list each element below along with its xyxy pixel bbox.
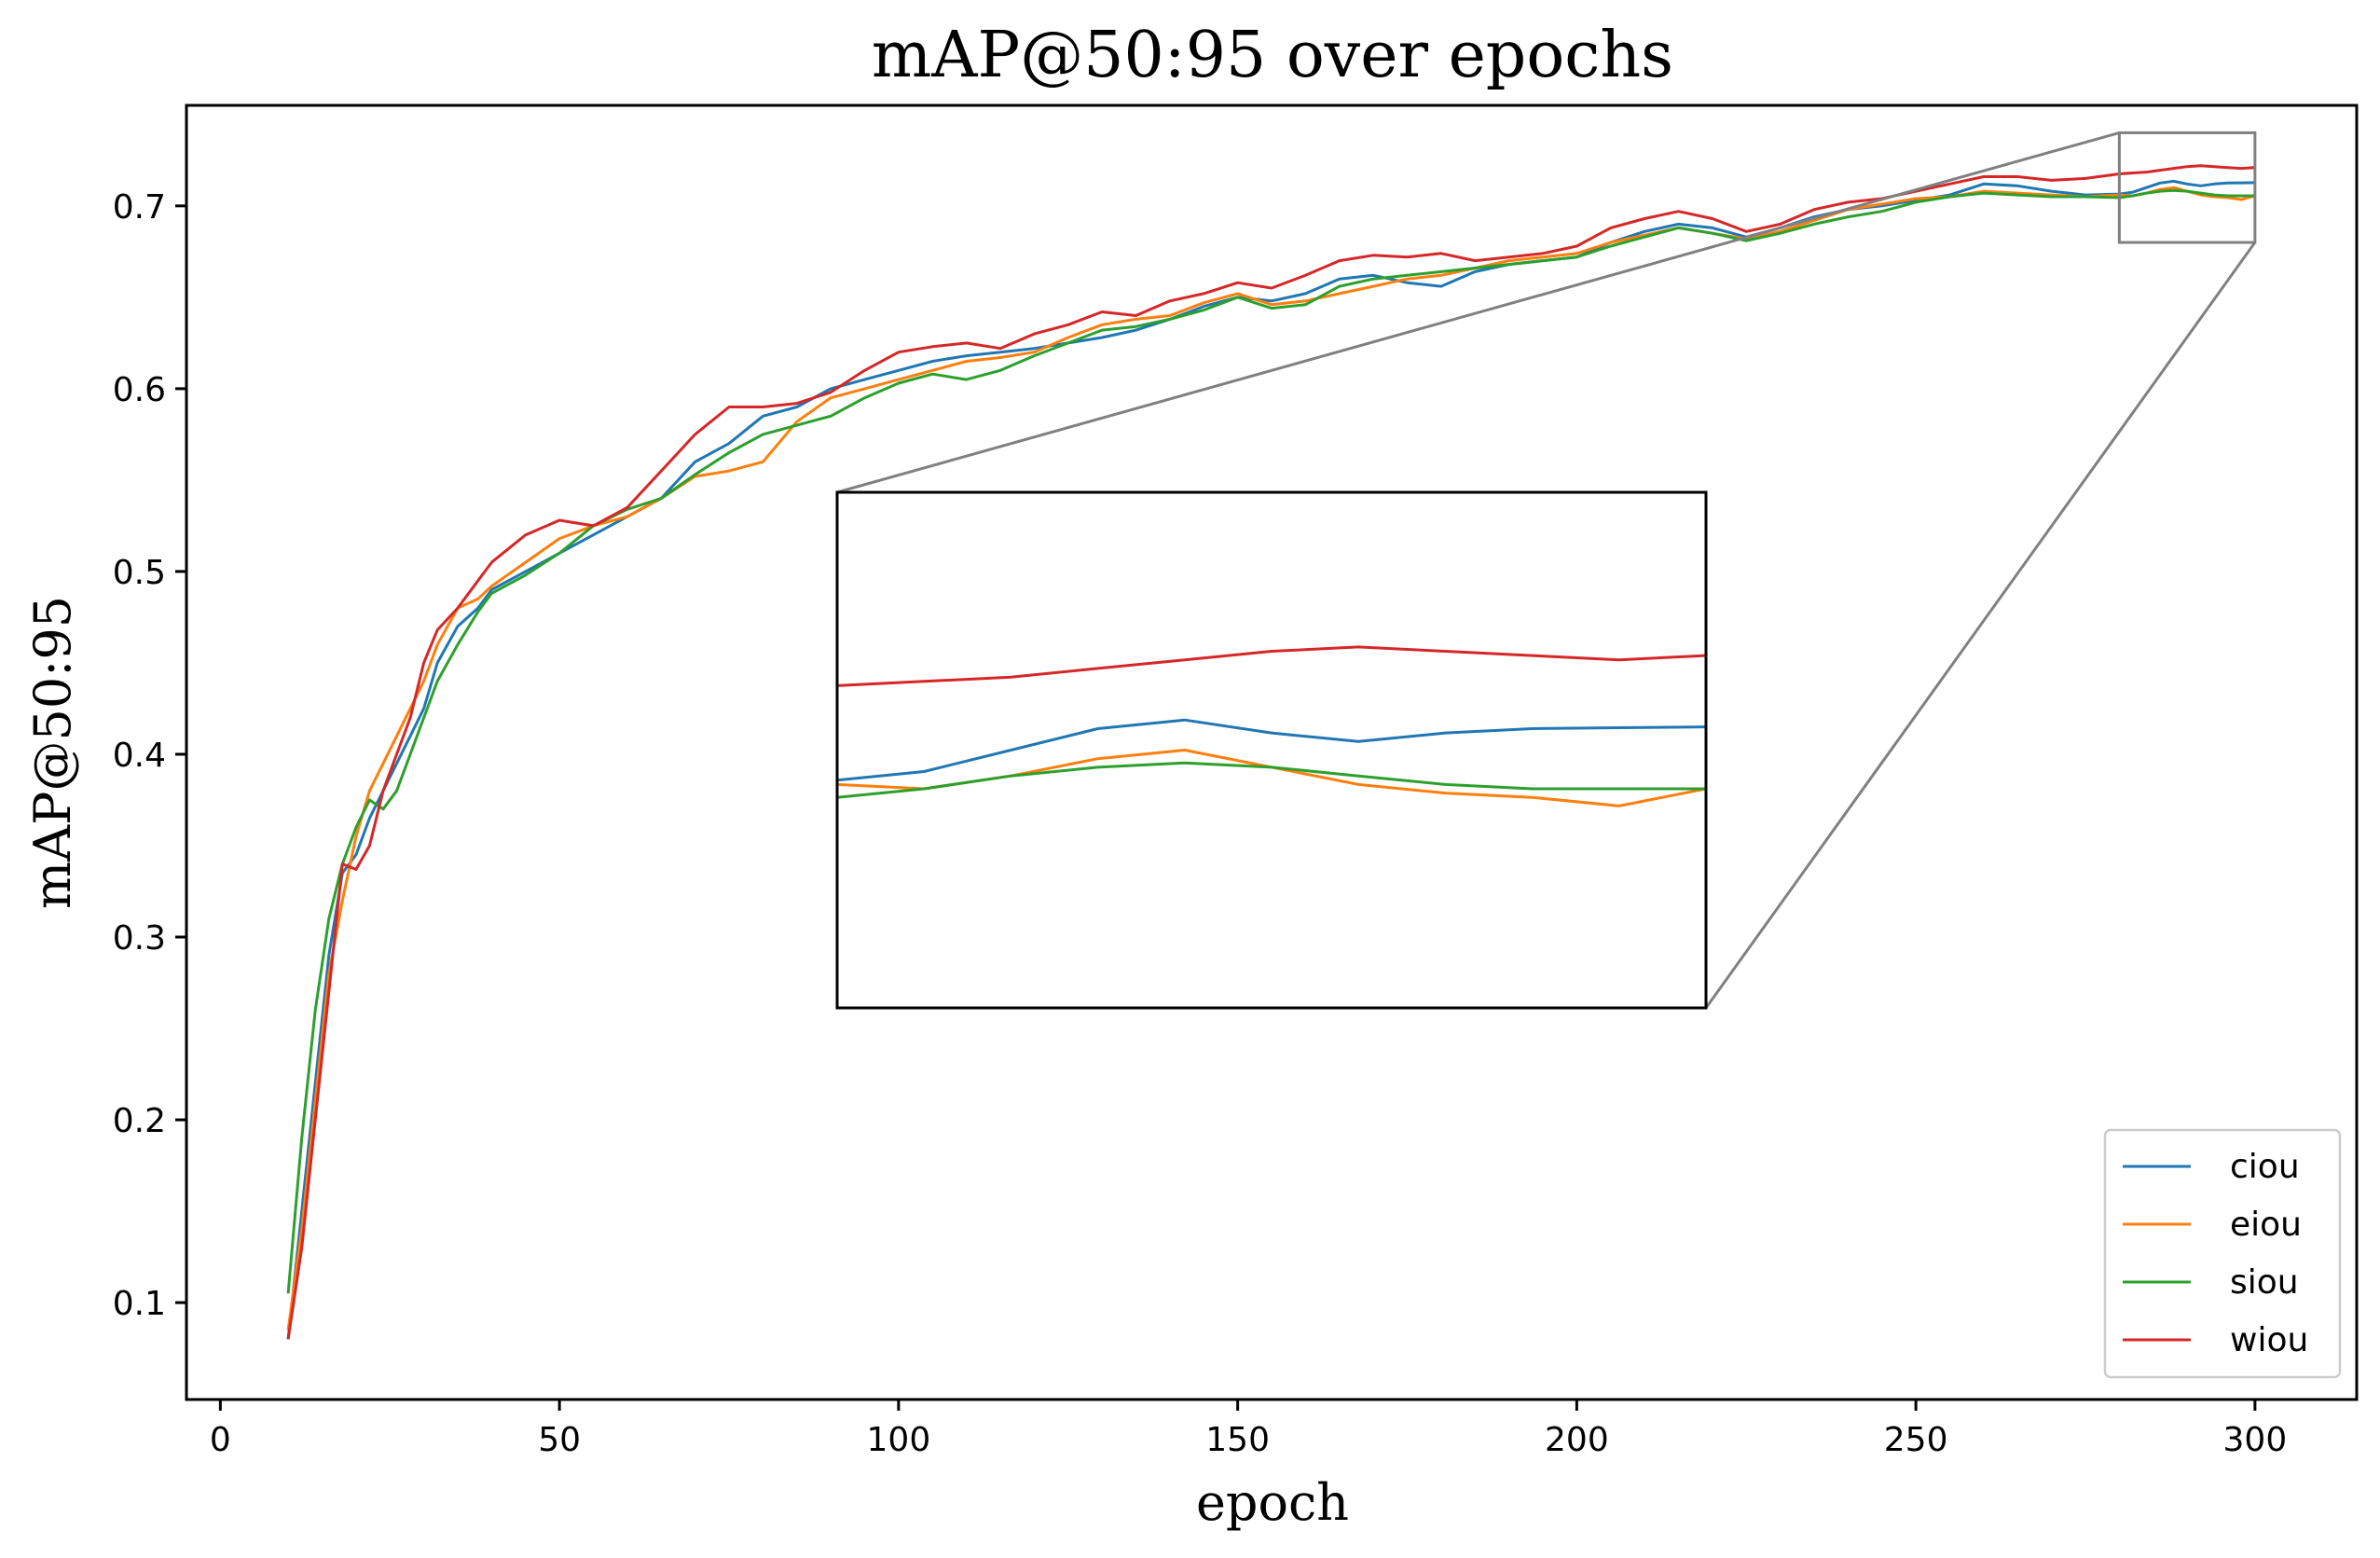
legend-label-ciou: ciou [2230,1148,2300,1186]
legend-label-siou: siou [2230,1263,2299,1302]
legend-label-eiou: eiou [2230,1206,2302,1244]
series-line-siou [286,188,2255,1294]
x-tick-label: 0 [210,1421,231,1459]
x-tick-label: 100 [867,1421,931,1459]
y-tick-label: 0.3 [113,919,166,958]
plot-frame [185,103,2359,1401]
zoom-connector-top [836,131,2120,494]
x-tick-label: 150 [1205,1421,1270,1459]
y-tick-label: 0.5 [113,554,166,592]
x-axis-label: epoch [1196,1473,1349,1532]
legend: ciou eiou siou wiou [2103,1128,2342,1379]
x-tick-label: 250 [1884,1421,1948,1459]
series-line-wiou [286,164,2255,1340]
inset-background [837,492,1706,1008]
inset-series-line-ciou [837,718,1706,782]
zoom-connector-bottom [1704,241,2257,1009]
x-tick-label: 200 [1545,1421,1609,1459]
inset-frame [835,490,1708,1010]
y-axis-label: mAP@50:95 [23,596,82,909]
zoom-region-box [2117,131,2257,244]
y-tick-label: 0.7 [113,188,166,227]
chart-title: mAP@50:95 over epochs [872,19,1673,92]
inset-series-line-siou [837,761,1706,799]
x-tick-label: 300 [2223,1421,2288,1459]
y-tick-label: 0.6 [113,371,166,409]
x-tick-label: 50 [538,1421,581,1459]
y-tick-label: 0.1 [113,1285,166,1323]
legend-label-wiou: wiou [2230,1321,2308,1359]
y-tick-label: 0.4 [113,737,166,775]
legend-box [2103,1128,2342,1379]
inset-series-line-wiou [837,645,1706,687]
y-tick-label: 0.2 [113,1102,166,1140]
